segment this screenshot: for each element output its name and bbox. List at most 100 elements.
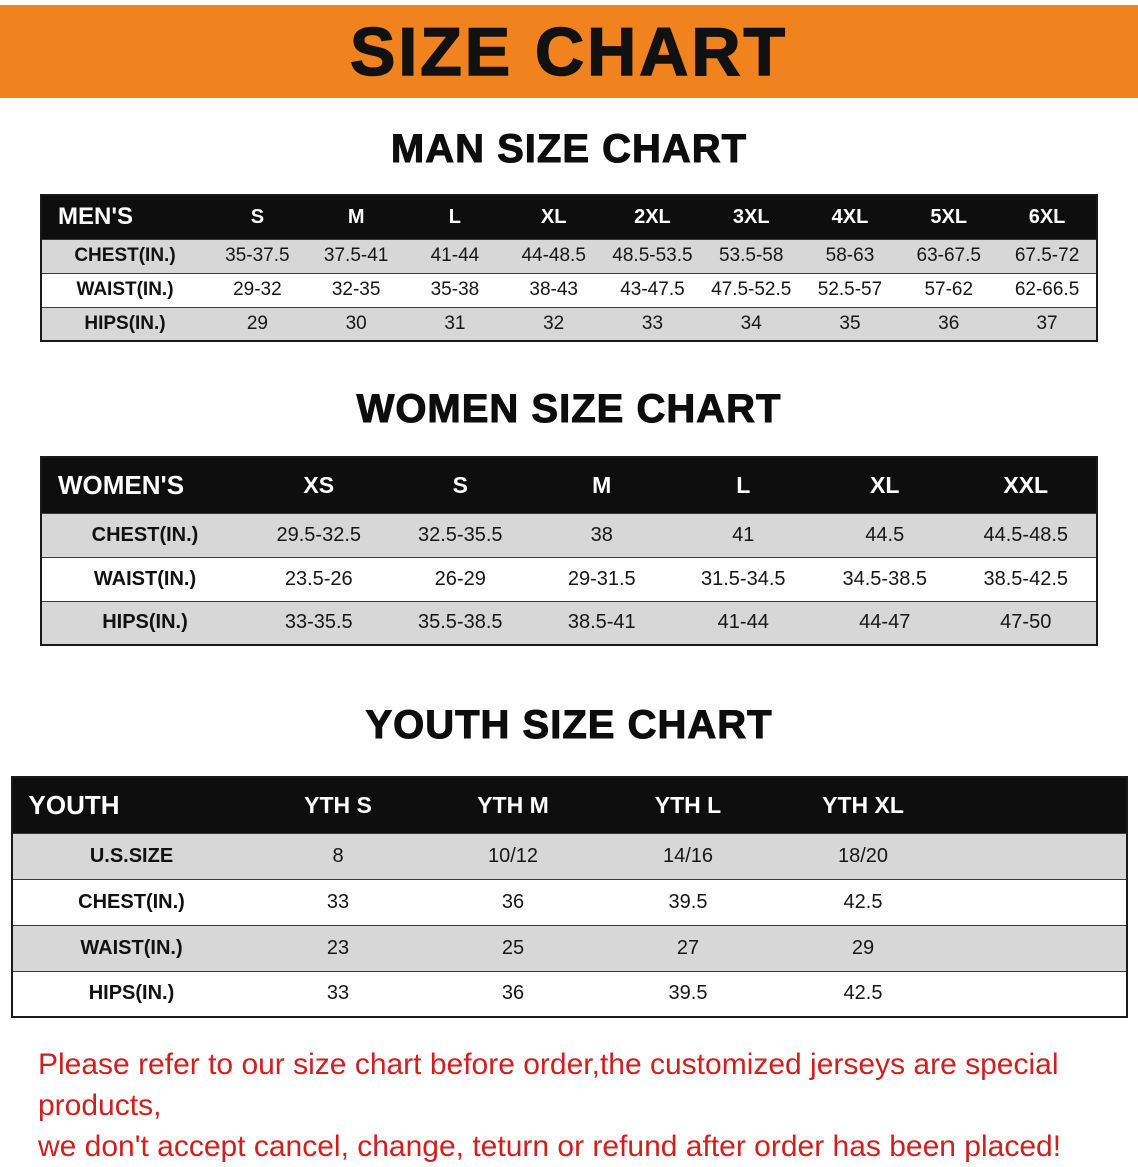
column-header: S: [208, 194, 307, 240]
notice-line-1: Please refer to our size chart before or…: [38, 1048, 1059, 1122]
row-label: WAIST(IN.): [41, 556, 248, 602]
column-header: XXL: [955, 456, 1097, 514]
filler-cell: [950, 776, 1127, 834]
size-value: 18/20: [775, 832, 951, 880]
size-value: 58-63: [800, 238, 900, 274]
size-value: 57-62: [899, 272, 999, 308]
table-title-cell: MEN'S: [41, 194, 208, 240]
size-value: 10/12: [425, 832, 601, 880]
size-value: 39.5: [600, 878, 776, 926]
table-row: HIPS(IN.) 33 36 39.5 42.5: [11, 970, 1127, 1018]
filler-cell: [950, 924, 1127, 972]
size-value: 23: [250, 924, 426, 972]
table-header-row: YOUTH YTH S YTH M YTH L YTH XL: [11, 776, 1127, 834]
size-value: 38: [531, 512, 673, 558]
table-row: WAIST(IN.) 29-32 32-35 35-38 38-43 43-47.5 47.…: [41, 272, 1097, 308]
banner: SIZE CHART: [0, 5, 1138, 98]
notice-line-2: we don't accept cancel, change, teturn o…: [38, 1130, 1062, 1163]
size-value: 14/16: [600, 832, 776, 880]
size-value: 67.5-72: [998, 238, 1097, 274]
size-value: 47-50: [955, 600, 1097, 646]
size-value: 23.5-26: [248, 556, 390, 602]
size-chart-page: { "banner": { "title": "SIZE CHART" }, "…: [0, 5, 1138, 1163]
table-row: CHEST(IN.) 35-37.5 37.5-41 41-44 44-48.5 48.5…: [41, 238, 1097, 274]
filler-cell: [950, 970, 1127, 1018]
size-value: 36: [425, 970, 601, 1018]
size-value: 33-35.5: [248, 600, 390, 646]
size-value: 38.5-41: [531, 600, 673, 646]
row-label: CHEST(IN.): [41, 238, 208, 274]
column-header: XS: [248, 456, 390, 514]
column-header: YTH L: [600, 776, 776, 834]
women-section-heading: WOMEN SIZE CHART: [356, 387, 782, 432]
table-title-cell: WOMEN'S: [41, 456, 248, 514]
row-label: HIPS(IN.): [41, 600, 248, 646]
size-value: 44.5-48.5: [955, 512, 1097, 558]
table-row: WAIST(IN.) 23 25 27 29: [11, 924, 1127, 972]
table-row: CHEST(IN.) 29.5-32.5 32.5-35.5 38 41 44.5 44.5…: [41, 512, 1097, 558]
size-value: 27: [600, 924, 776, 972]
table-header-row: MEN'S S M L XL 2XL 3XL 4XL 5XL 6XL: [41, 194, 1097, 240]
column-header: 3XL: [701, 194, 801, 240]
filler-cell: [950, 878, 1127, 926]
size-value: 41: [672, 512, 814, 558]
table-header-row: WOMEN'S XS S M L XL XXL: [41, 456, 1097, 514]
women-size-table: WOMEN'S XS S M L XL XXL CHEST(IN.) 29.5-32.5 32.5…: [40, 456, 1098, 646]
size-value: 35.5-38.5: [389, 600, 531, 646]
size-value: 31: [405, 306, 505, 342]
size-value: 53.5-58: [701, 238, 801, 274]
size-value: 36: [425, 878, 601, 926]
size-value: 42.5: [775, 878, 951, 926]
table-row: WAIST(IN.) 23.5-26 26-29 29-31.5 31.5-34.5 34…: [41, 556, 1097, 602]
column-header: L: [405, 194, 505, 240]
column-header: YTH S: [250, 776, 426, 834]
size-value: 43-47.5: [603, 272, 702, 308]
column-header: YTH XL: [775, 776, 951, 834]
men-section: MAN SIZE CHART MEN'S S M L XL 2XL 3XL 4XL 5XL 6XL…: [0, 126, 1138, 342]
size-value: 8: [250, 832, 426, 880]
row-label: CHEST(IN.): [41, 512, 248, 558]
row-label: CHEST(IN.): [11, 878, 251, 926]
column-header: XL: [814, 456, 956, 514]
size-value: 44-47: [814, 600, 956, 646]
size-value: 32.5-35.5: [389, 512, 531, 558]
youth-section-heading: YOUTH SIZE CHART: [365, 703, 773, 748]
row-label: U.S.SIZE: [11, 832, 251, 880]
column-header: XL: [504, 194, 604, 240]
size-value: 29: [775, 924, 951, 972]
column-header: M: [306, 194, 406, 240]
youth-section: YOUTH SIZE CHART YOUTH YTH S YTH M YTH L YTH…: [0, 702, 1138, 1018]
size-value: 39.5: [600, 970, 776, 1018]
row-label: HIPS(IN.): [41, 306, 208, 342]
row-label: WAIST(IN.): [11, 924, 251, 972]
size-value: 52.5-57: [800, 272, 900, 308]
footer-notice: Please refer to our size chart before or…: [38, 1044, 1100, 1167]
size-value: 44-48.5: [504, 238, 604, 274]
size-value: 35-37.5: [208, 238, 307, 274]
size-value: 32-35: [306, 272, 406, 308]
size-value: 33: [603, 306, 702, 342]
table-row: HIPS(IN.) 29 30 31 32 33 34 35 36 37: [41, 306, 1097, 342]
size-value: 35-38: [405, 272, 505, 308]
size-value: 29-31.5: [531, 556, 673, 602]
size-value: 48.5-53.5: [603, 238, 702, 274]
size-value: 26-29: [389, 556, 531, 602]
size-value: 34: [701, 306, 801, 342]
size-value: 38.5-42.5: [955, 556, 1097, 602]
column-header: 2XL: [603, 194, 702, 240]
size-value: 29: [208, 306, 307, 342]
men-size-table: MEN'S S M L XL 2XL 3XL 4XL 5XL 6XL CHEST(IN.) 35-37…: [40, 194, 1098, 342]
size-value: 31.5-34.5: [672, 556, 814, 602]
size-value: 29-32: [208, 272, 307, 308]
size-value: 47.5-52.5: [701, 272, 801, 308]
filler-cell: [950, 832, 1127, 880]
men-section-heading: MAN SIZE CHART: [390, 127, 748, 172]
size-value: 25: [425, 924, 601, 972]
column-header: 5XL: [899, 194, 999, 240]
table-row: U.S.SIZE 8 10/12 14/16 18/20: [11, 832, 1127, 880]
size-value: 37.5-41: [306, 238, 406, 274]
size-value: 33: [250, 878, 426, 926]
column-header: M: [531, 456, 673, 514]
size-value: 41-44: [672, 600, 814, 646]
size-value: 37: [998, 306, 1097, 342]
